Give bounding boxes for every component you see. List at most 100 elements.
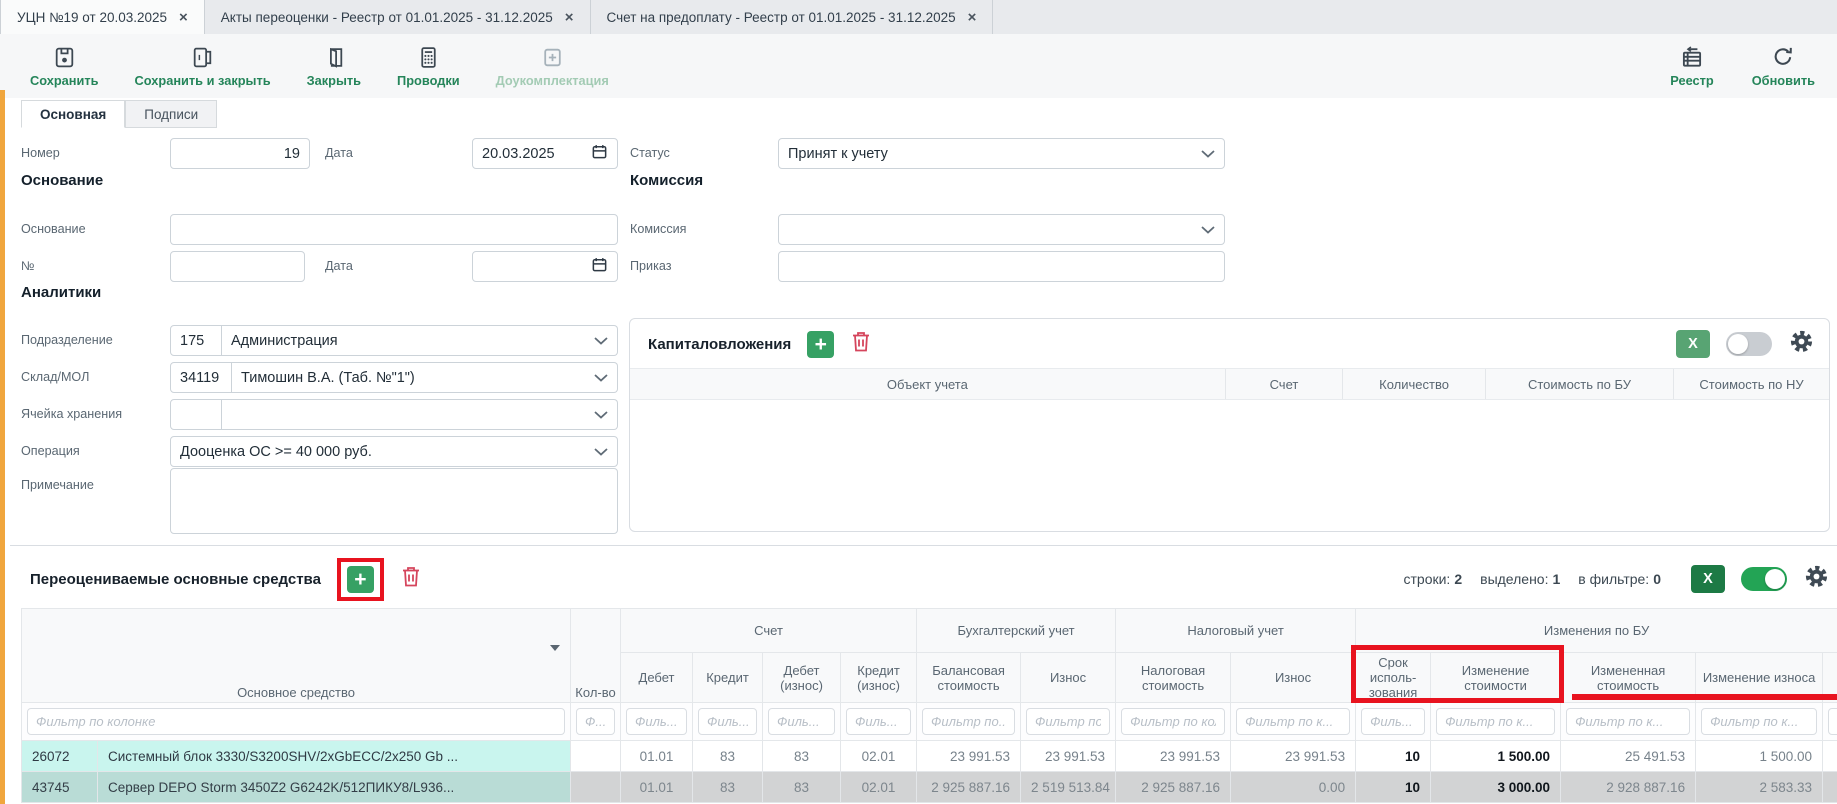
cell-value-change[interactable]: 1 500.00: [1430, 740, 1562, 772]
window-tab-document[interactable]: УЦН №19 от 20.03.2025 ×: [0, 0, 205, 34]
filter-tax-value-input[interactable]: [1121, 708, 1226, 735]
filter-dep-change-input[interactable]: [1701, 708, 1818, 735]
gear-icon[interactable]: [1788, 328, 1815, 360]
cell-qty[interactable]: [570, 771, 622, 803]
cell-changed-value[interactable]: 25 491.53: [1560, 740, 1697, 772]
storage-cell-code-field[interactable]: [170, 399, 222, 430]
cell-debit-dep[interactable]: 83: [762, 771, 842, 803]
cell-credit[interactable]: 83: [692, 740, 764, 772]
capital-col-object[interactable]: Объект учета: [886, 376, 968, 392]
trash-icon[interactable]: [400, 564, 422, 594]
cell-asset-name[interactable]: Системный блок 3330/S3200SHV/2xGbECC/2x2…: [96, 740, 572, 772]
tab-signatures[interactable]: Подписи: [125, 100, 218, 128]
filter-asset-input[interactable]: [27, 708, 566, 735]
cell-debit-dep[interactable]: 83: [762, 740, 842, 772]
column-header-tax-dep[interactable]: Износ: [1230, 652, 1357, 703]
calendar-icon[interactable]: [591, 143, 608, 164]
capital-col-cost-bu[interactable]: Стоимость по БУ: [1484, 369, 1673, 399]
trash-icon[interactable]: [850, 329, 872, 359]
window-tab-invoice-registry[interactable]: Счет на предоплату - Реестр от 01.01.202…: [591, 0, 994, 34]
cell-asset-name[interactable]: Сервер DEPO Storm 3450Z2 G6242K/512ПИКУ8…: [96, 771, 572, 803]
filter-tax-dep-input[interactable]: [1236, 708, 1351, 735]
close-icon[interactable]: ×: [967, 8, 977, 26]
note-field[interactable]: [170, 468, 618, 534]
column-header-value-change[interactable]: Изменение стоимости: [1430, 652, 1562, 703]
filter-changed-value-input[interactable]: [1566, 708, 1691, 735]
registry-button[interactable]: Реестр: [1670, 44, 1714, 88]
cell-qty[interactable]: [570, 740, 622, 772]
cell-depreciation[interactable]: 2 519 513.84: [1020, 771, 1117, 803]
warehouse-select[interactable]: Тимошин В.А. (Таб. №"1"): [232, 362, 618, 393]
window-tab-revaluation-registry[interactable]: Акты переоценки - Реестр от 01.01.2025 -…: [205, 0, 591, 34]
filter-term-input[interactable]: [1361, 708, 1426, 735]
cell-credit[interactable]: 83: [692, 771, 764, 803]
table-row[interactable]: 26072 Системный блок 3330/S3200SHV/2xGbE…: [21, 740, 1837, 772]
date-field[interactable]: 20.03.2025: [472, 138, 618, 169]
close-button[interactable]: Закрыть: [307, 44, 361, 88]
cell-tax-dep[interactable]: 0.00: [1230, 771, 1357, 803]
order-field[interactable]: [778, 251, 1225, 282]
cell-value-change[interactable]: 3 000.00: [1430, 771, 1562, 803]
calendar-icon[interactable]: [591, 256, 608, 277]
column-header-debit[interactable]: Дебет: [620, 652, 694, 703]
department-select[interactable]: Администрация: [222, 325, 618, 356]
warehouse-code-field[interactable]: 34119: [170, 362, 232, 393]
capital-col-account[interactable]: Счет: [1224, 369, 1343, 399]
cell-depreciation[interactable]: 23 991.53: [1020, 740, 1117, 772]
commission-select[interactable]: [778, 214, 1225, 245]
filter-extra-input[interactable]: [1828, 708, 1837, 735]
cell-debit[interactable]: 01.01: [620, 740, 694, 772]
cell-tax-dep[interactable]: 23 991.53: [1230, 740, 1357, 772]
cell-term[interactable]: 10: [1355, 740, 1432, 772]
filter-value-change-input[interactable]: [1436, 708, 1556, 735]
column-header-asset[interactable]: Основное средство: [20, 608, 572, 703]
gear-icon[interactable]: [1803, 563, 1830, 595]
filter-toggle[interactable]: [1741, 567, 1787, 591]
column-header-dep-change[interactable]: Изменение износа: [1695, 652, 1824, 703]
postings-button[interactable]: Проводки: [397, 44, 460, 88]
cell-balance[interactable]: 2 925 887.16: [916, 771, 1022, 803]
assets-add-button[interactable]: +: [346, 565, 374, 593]
basis-field[interactable]: [170, 214, 618, 245]
tab-main[interactable]: Основная: [21, 100, 126, 128]
save-button[interactable]: Сохранить: [30, 44, 99, 88]
column-header-depreciation[interactable]: Износ: [1020, 652, 1117, 703]
cell-credit-dep[interactable]: 02.01: [840, 740, 918, 772]
cell-term[interactable]: 10: [1355, 771, 1432, 803]
close-icon[interactable]: ×: [564, 8, 574, 26]
cell-tax-value[interactable]: 2 925 887.16: [1115, 771, 1232, 803]
cell-dep-change[interactable]: 1 500.00: [1695, 740, 1824, 772]
save-and-close-button[interactable]: Сохранить и закрыть: [135, 44, 271, 88]
cell-changed-value[interactable]: 2 928 887.16: [1560, 771, 1697, 803]
filter-credit-dep-input[interactable]: [846, 708, 912, 735]
sort-desc-icon[interactable]: [550, 645, 561, 651]
refresh-button[interactable]: Обновить: [1752, 44, 1815, 88]
operation-select[interactable]: Дооценка ОС >= 40 000 руб.: [170, 436, 618, 467]
filter-debit-input[interactable]: [626, 708, 688, 735]
cell-id[interactable]: 43745: [21, 771, 98, 803]
column-header-credit[interactable]: Кредит: [692, 652, 764, 703]
column-header-changed-value[interactable]: Измененная стоимость: [1560, 652, 1697, 703]
filter-credit-input[interactable]: [698, 708, 758, 735]
cell-tax-value[interactable]: 23 991.53: [1115, 740, 1232, 772]
department-code-field[interactable]: 175: [170, 325, 222, 356]
status-select[interactable]: Принят к учету: [778, 138, 1225, 169]
storage-cell-select[interactable]: [222, 399, 618, 430]
filter-debit-dep-input[interactable]: [768, 708, 836, 735]
filter-qty-input[interactable]: [576, 708, 616, 735]
filter-toggle[interactable]: [1726, 332, 1772, 356]
filter-depreciation-input[interactable]: [1026, 708, 1111, 735]
column-header-tax-value[interactable]: Налоговая стоимость: [1115, 652, 1232, 703]
close-icon[interactable]: ×: [179, 8, 188, 26]
cell-credit-dep[interactable]: 02.01: [840, 771, 918, 803]
column-header-credit-dep[interactable]: Кредит (износ): [840, 652, 918, 703]
excel-export-button[interactable]: X: [1691, 565, 1725, 593]
capital-add-button[interactable]: +: [807, 330, 835, 358]
table-row-selected[interactable]: 43745 Сервер DEPO Storm 3450Z2 G6242K/51…: [21, 771, 1837, 803]
column-header-balance[interactable]: Балансовая стоимость: [916, 652, 1022, 703]
column-header-term[interactable]: Срок исполь-зования: [1355, 652, 1432, 703]
cell-balance[interactable]: 23 991.53: [916, 740, 1022, 772]
column-header-qty[interactable]: Кол-во: [570, 608, 622, 703]
capital-col-quantity[interactable]: Количество: [1342, 369, 1485, 399]
number-field[interactable]: [170, 138, 310, 169]
